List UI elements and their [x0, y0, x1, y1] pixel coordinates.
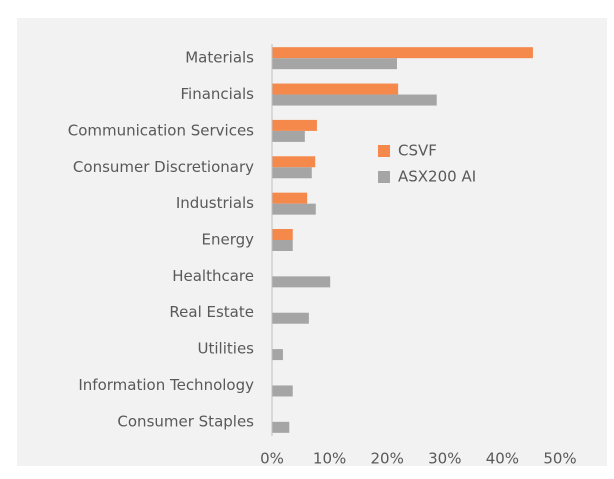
y-tick-label: Healthcare	[172, 267, 254, 285]
x-tick-label: 20%	[371, 450, 404, 468]
x-tick-label: 50%	[543, 450, 576, 468]
bar	[272, 119, 317, 131]
bar	[272, 240, 293, 251]
y-tick-label: Materials	[185, 49, 254, 67]
y-tick-label: Financials	[181, 85, 255, 103]
bar	[272, 349, 283, 361]
legend-swatch	[378, 145, 390, 157]
bar	[272, 167, 312, 179]
bar	[272, 276, 331, 288]
bar	[272, 94, 437, 106]
bar	[272, 203, 316, 215]
bar	[272, 58, 397, 70]
y-tick-label: Utilities	[198, 340, 255, 358]
y-tick-label: Energy	[201, 231, 254, 249]
bar	[272, 156, 316, 168]
bar	[272, 385, 293, 397]
legend-swatch	[378, 171, 390, 183]
bar	[272, 421, 290, 433]
bar	[272, 130, 305, 142]
bar	[272, 192, 308, 204]
x-tick-label: 40%	[486, 450, 519, 468]
y-tick-label: Real Estate	[169, 303, 254, 321]
bar	[272, 47, 533, 59]
x-tick-label: 10%	[313, 450, 346, 468]
x-tick-label: 30%	[428, 450, 461, 468]
y-tick-label: Consumer Staples	[117, 412, 254, 430]
legend-label: ASX200 AI	[398, 168, 476, 186]
y-tick-label: Communication Services	[68, 121, 254, 139]
x-tick-label: 0%	[260, 450, 284, 468]
bar	[272, 312, 309, 324]
y-tick-label: Consumer Discretionary	[73, 158, 254, 176]
bar	[272, 83, 399, 95]
bar	[272, 229, 293, 240]
legend-label: CSVF	[398, 142, 437, 160]
y-tick-label: Industrials	[176, 194, 254, 212]
y-tick-label: Information Technology	[78, 376, 254, 394]
